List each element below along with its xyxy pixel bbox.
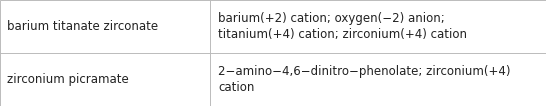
Text: barium titanate zirconate: barium titanate zirconate bbox=[7, 20, 158, 33]
Text: 2−amino−4,6−dinitro−phenolate; zirconium(+4)
cation: 2−amino−4,6−dinitro−phenolate; zirconium… bbox=[218, 65, 511, 94]
Text: zirconium picramate: zirconium picramate bbox=[7, 73, 128, 86]
Text: barium(+2) cation; oxygen(−2) anion;
titanium(+4) cation; zirconium(+4) cation: barium(+2) cation; oxygen(−2) anion; tit… bbox=[218, 12, 467, 41]
